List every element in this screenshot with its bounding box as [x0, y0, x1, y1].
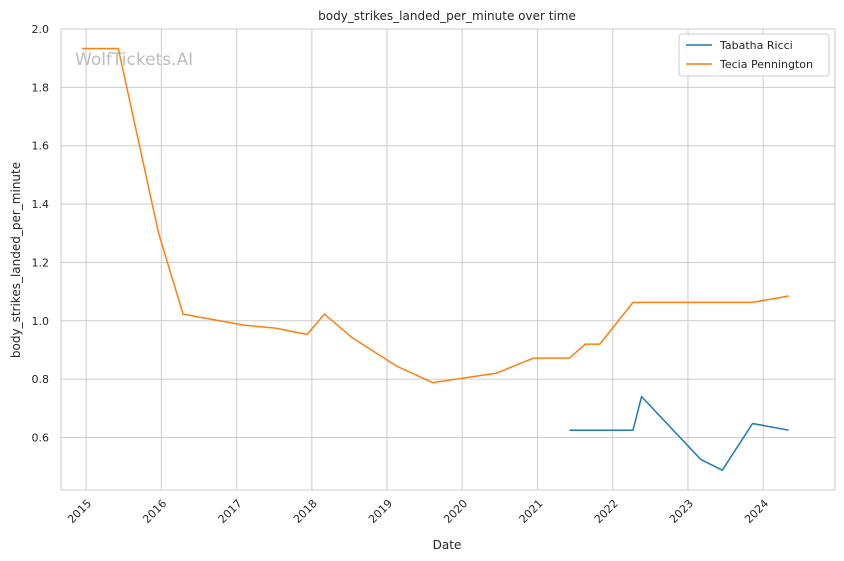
series-line-tecia-pennington: [82, 47, 789, 384]
series-line-tabatha-ricci: [569, 395, 789, 471]
x-tick-label: 2016: [140, 497, 169, 526]
x-tick-label: 2017: [216, 497, 245, 526]
x-axis-label: Date: [433, 538, 462, 552]
series-layer: [82, 47, 789, 471]
watermark-text: WolfTickets.AI: [75, 50, 193, 70]
y-tick-label: 1.6: [32, 140, 50, 153]
legend: Tabatha Ricci Tecia Pennington: [678, 33, 830, 77]
legend-label-tecia-pennington: Tecia Pennington: [719, 58, 813, 71]
y-tick-label: 1.0: [32, 315, 50, 328]
y-tick-label: 1.2: [32, 256, 50, 269]
legend-label-tabatha-ricci: Tabatha Ricci: [719, 39, 793, 52]
y-axis-label: body_strikes_landed_per_minute: [9, 162, 23, 358]
x-tick-label: 2023: [667, 497, 696, 526]
chart-title: body_strikes_landed_per_minute over time: [318, 9, 576, 23]
x-tick-label: 2019: [366, 497, 395, 526]
y-tick-label: 1.8: [32, 81, 50, 94]
x-tick-label: 2015: [65, 497, 94, 526]
x-tick-label: 2020: [441, 497, 470, 526]
x-tick-label: 2018: [291, 497, 320, 526]
plot-frame: [60, 28, 836, 491]
x-axis: 2015 2016 2017 2018 2019 2020 2021 2022 2023 2024: [65, 497, 771, 526]
legend-box: [678, 33, 830, 77]
y-tick-label: 1.4: [32, 198, 50, 211]
x-tick-label: 2021: [517, 497, 546, 526]
y-tick-label: 0.8: [32, 373, 50, 386]
y-tick-label: 2.0: [32, 23, 50, 36]
y-tick-label: 0.6: [32, 431, 50, 444]
y-axis: 0.6 0.8 1.0 1.2 1.4 1.6 1.8 2.0: [32, 23, 50, 444]
x-tick-label: 2022: [592, 497, 621, 526]
x-tick-label: 2024: [742, 497, 771, 526]
grid: [61, 28, 835, 490]
